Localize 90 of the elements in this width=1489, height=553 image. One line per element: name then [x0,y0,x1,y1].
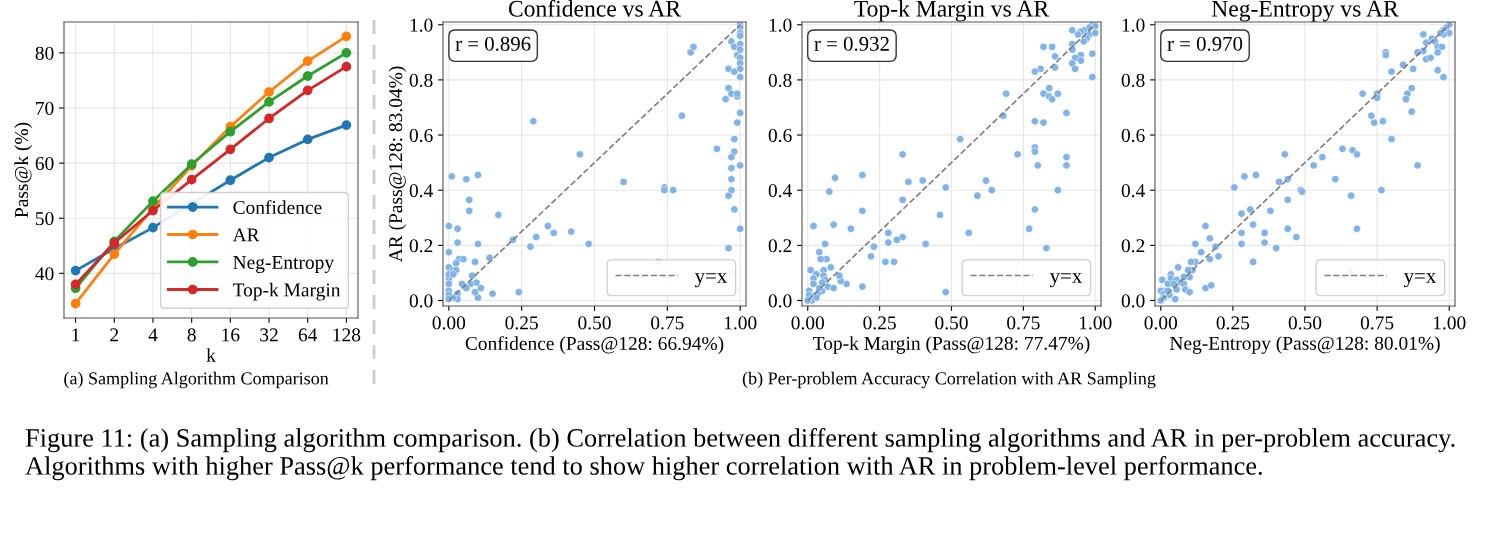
x-axis-title: Neg-Entropy (Pass@128: 80.01%) [1169,336,1440,354]
x-tick-label: 0.50 [1288,316,1322,330]
point [109,249,120,259]
y-tick-label: 0.2 [1121,239,1145,253]
point [225,126,236,137]
y-tick-label: 0.0 [768,294,792,308]
y-tick-label: 0.4 [1121,184,1145,198]
legend-label: y=x [1049,273,1082,288]
point [302,85,313,96]
x-tick-label: 2 [110,328,119,342]
y-axis-title: AR (Pass@128: 83.04%) [388,66,407,263]
y-tick-label: 1.0 [769,18,792,32]
x-tick-label: 0.00 [791,316,825,330]
chart-title: Top-k Margin vs AR [854,0,1050,22]
point [302,134,313,145]
y-tick-label: 0.0 [409,294,433,308]
x-tick-label: 0.25 [505,316,538,330]
y-tick-label: 0.4 [409,184,433,198]
y-tick-label: 0.8 [1121,73,1145,87]
point [302,56,313,66]
chart-title: Confidence vs AR [508,0,682,17]
y-tick-label: 40 [35,267,54,281]
x-tick-label: 1 [72,328,80,342]
point [148,196,158,207]
chart-title: Neg-Entropy vs AR [1211,0,1399,22]
y-tick-label: 50 [35,212,54,226]
x-tick-label: 0.75 [1360,316,1394,330]
x-tick-label: 0.50 [578,316,611,330]
x-tick-label: 0.00 [432,316,466,330]
x-tick-label: 16 [222,328,240,342]
y-tick-label: 0.4 [768,184,792,198]
point [264,97,274,107]
y-tick-label: 70 [36,101,54,115]
caption: Figure 11: (a) Sampling algorithm comparison. (b) Correlation between different sampling algorithms and AR in per-problem accuracy. Algorithms with higher Pass@k performance tend to show higher correlation with AR in problem-level performance. [25,428,1455,481]
y-tick-label: 0.6 [1121,128,1145,143]
x-tick-label: 128 [333,328,361,342]
x-axis-title: Confidence (Pass@128: 66.94%) [465,336,724,354]
point [264,87,274,97]
point [341,120,352,130]
point [70,298,81,309]
y-tick-label: 1.0 [410,18,433,32]
x-tick-label: 1.00 [1433,316,1466,330]
point [225,175,236,186]
y-tick-label: 0.8 [409,73,433,87]
x-axis-title: k [206,348,216,362]
y-axis-title: Pass@k (%) [14,122,33,218]
point [341,48,352,58]
x-tick-label: 8 [187,328,196,342]
legend-label: y=x [1403,273,1436,288]
text: (b) Per-problem Accuracy Correlation with AR Sampling [742,371,1156,389]
point [264,113,274,124]
x-tick-label: 0.75 [1007,316,1040,330]
y-tick-label: 0.6 [768,128,792,143]
y-tick-label: 0.6 [409,128,433,143]
legend-label: Confidence [233,200,322,215]
annotation: r = 0.896 [455,36,531,51]
x-tick-label: 32 [260,328,278,342]
x-tick-label: 1.00 [724,316,757,330]
x-tick-label: 64 [298,328,318,342]
annotation: r = 0.932 [814,36,889,51]
y-tick-label: 0.2 [768,239,792,253]
point [70,279,81,290]
point [225,144,236,155]
legend-label: AR [232,228,260,242]
legend-label: Top-k Margin [232,282,341,301]
legend-label: y=x [694,273,727,288]
y-tick-label: 80 [35,46,54,60]
x-tick-label: 1.00 [1079,316,1112,330]
x-axis-title: Top-k Margin (Pass@128: 77.47%) [813,336,1090,354]
point [70,265,81,276]
x-tick-label: 0.00 [1144,316,1178,330]
y-tick-label: 0.0 [1121,294,1145,308]
x-tick-label: 0.25 [863,316,896,330]
point [186,174,197,185]
point [148,222,158,233]
y-tick-label: 1.0 [1122,18,1145,32]
x-tick-label: 0.25 [1216,316,1250,330]
y-tick-label: 0.8 [768,73,792,87]
point [264,152,274,163]
point [341,61,352,72]
x-tick-label: 0.75 [651,316,684,330]
point [341,31,352,42]
legend-label: Neg-Entropy [233,256,335,273]
y-tick-label: 60 [35,156,54,171]
point [302,71,313,81]
y-tick-label: 0.2 [409,239,433,253]
x-tick-label: 0.50 [935,316,968,330]
x-tick-label: 4 [148,328,158,342]
text: (a) Sampling Algorithm Comparison [64,371,329,389]
annotation: r = 0.970 [1167,36,1243,51]
